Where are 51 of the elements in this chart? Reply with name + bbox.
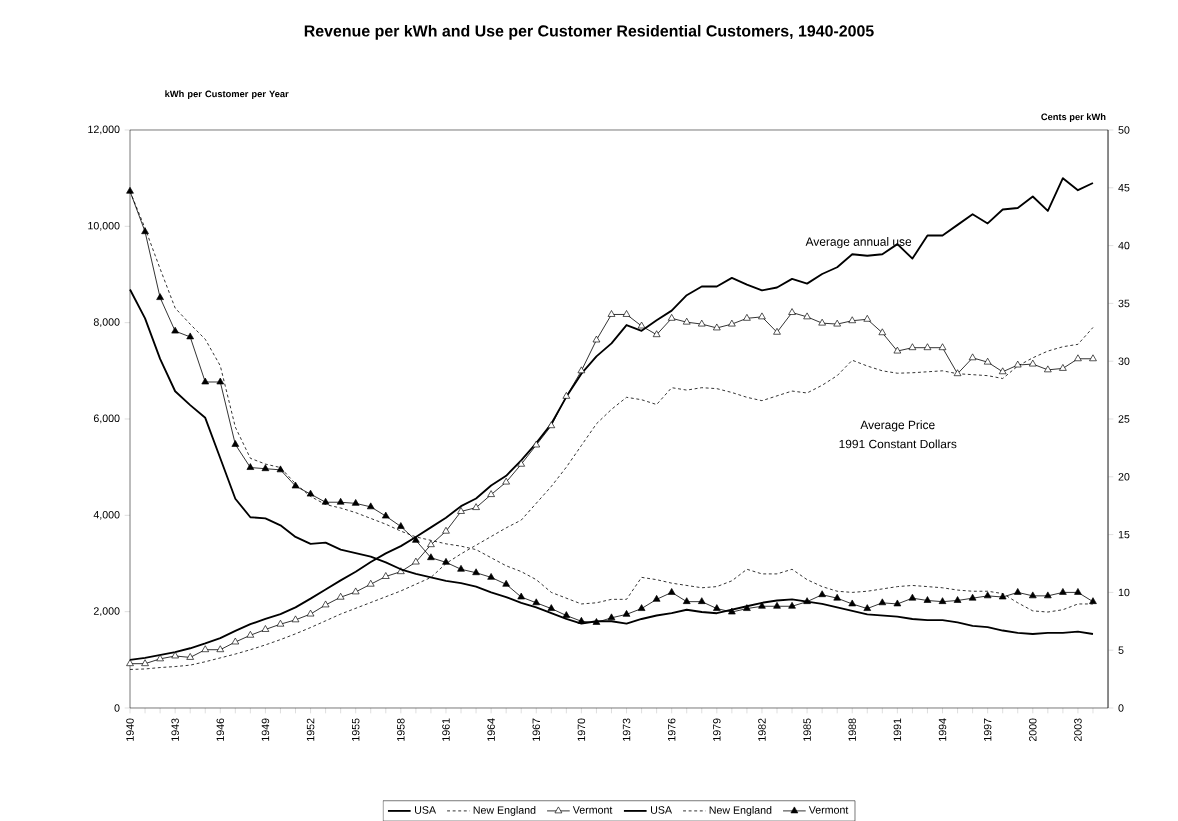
y-tick-label: 2,000 bbox=[93, 607, 120, 616]
y-tick-label: 10,000 bbox=[88, 221, 120, 231]
x-tick-label: 1952 bbox=[306, 718, 315, 741]
y2-tick-label: 15 bbox=[1118, 530, 1130, 539]
legend-label: Vermont bbox=[572, 806, 613, 814]
x-tick-label: 1949 bbox=[261, 718, 270, 741]
legend-label: Vermont bbox=[808, 806, 849, 814]
y2-tick-label: 0 bbox=[1118, 704, 1124, 712]
x-tick-label: 1994 bbox=[938, 718, 947, 741]
y-tick-label: 4,000 bbox=[93, 510, 120, 520]
y2-tick-label: 40 bbox=[1118, 241, 1130, 250]
x-tick-label: 1940 bbox=[126, 718, 134, 741]
x-tick-label: 1985 bbox=[803, 718, 811, 741]
x-tick-label: 1970 bbox=[577, 718, 586, 741]
x-tick-label: 1976 bbox=[667, 718, 676, 741]
y2-tick-label: 45 bbox=[1118, 183, 1130, 192]
annotation: Average Price bbox=[860, 420, 935, 432]
x-tick-label: 1964 bbox=[487, 718, 495, 741]
x-tick-label: 1979 bbox=[713, 718, 721, 741]
legend-label: New England bbox=[709, 805, 772, 816]
y-axis-title: kWh per Customer per Year bbox=[165, 90, 289, 99]
x-tick-label: 1991 bbox=[893, 718, 902, 741]
y2-tick-label: 10 bbox=[1118, 588, 1130, 596]
x-tick-label: 1973 bbox=[622, 718, 631, 741]
y2-axis-title: Cents per kWh bbox=[1041, 113, 1106, 122]
x-tick-label: 1943 bbox=[171, 718, 179, 741]
y-tick-label: 6,000 bbox=[93, 414, 120, 424]
x-tick-label: 1946 bbox=[216, 718, 225, 741]
x-tick-label: 1967 bbox=[532, 718, 541, 741]
legend-label: USA bbox=[651, 806, 673, 814]
x-tick-label: 1997 bbox=[983, 718, 992, 741]
x-tick-label: 1958 bbox=[397, 718, 405, 741]
y2-tick-label: 30 bbox=[1118, 357, 1130, 365]
y2-tick-label: 35 bbox=[1118, 299, 1130, 307]
legend-label: New England bbox=[473, 805, 536, 816]
x-tick-label: 1982 bbox=[758, 718, 766, 741]
annotation: 1991 Constant Dollars bbox=[839, 439, 957, 449]
x-tick-label: 1955 bbox=[351, 718, 360, 741]
x-tick-label: 2003 bbox=[1074, 718, 1082, 741]
y2-tick-label: 50 bbox=[1118, 126, 1130, 134]
y-tick-label: 0 bbox=[114, 704, 120, 712]
y2-tick-label: 25 bbox=[1118, 415, 1130, 423]
x-tick-label: 1988 bbox=[848, 718, 856, 741]
legend-label: USA bbox=[415, 806, 437, 814]
x-tick-label: 1961 bbox=[442, 718, 450, 741]
y-tick-label: 8,000 bbox=[93, 318, 120, 327]
y2-tick-label: 20 bbox=[1118, 472, 1130, 481]
y2-tick-label: 5 bbox=[1118, 646, 1124, 654]
x-tick-label: 2000 bbox=[1029, 718, 1037, 741]
y-tick-label: 12,000 bbox=[88, 125, 120, 135]
chart-title: Revenue per kWh and Use per Customer Residential Customers, 1940-2005 bbox=[304, 24, 874, 40]
